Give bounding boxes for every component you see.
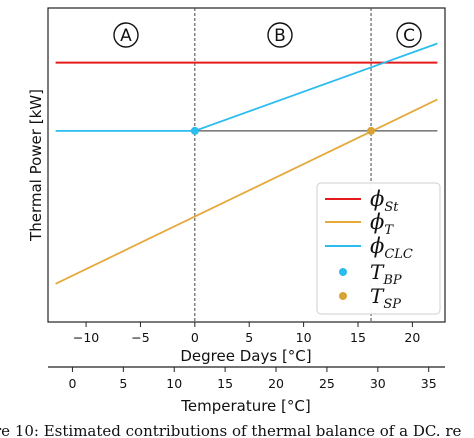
secondary-x-tick-label: 15 [217,376,233,391]
legend-main-phi-t: ϕ [370,210,384,234]
x-tick-label: −10 [73,330,99,345]
legend-entry-t-bp: TBP [370,260,402,288]
legend-sub-phi-t: T [384,223,394,238]
secondary-x-axis-label: Temperature [°C] [180,397,310,415]
legend-swatch-t-bp [339,268,347,276]
point-t-sp [367,126,376,135]
legend-sub-t-bp: BP [382,273,402,288]
legend-sub-t-sp: SP [383,297,401,312]
secondary-x-ticks: 0 5 10 15 20 25 30 35 [68,367,437,391]
x-tick-label: 5 [245,330,253,345]
series-line-phi-clc [55,42,438,132]
secondary-x-tick-label: 5 [119,376,127,391]
legend-entry-phi-t: ϕT [370,210,394,238]
point-t-bp [190,126,199,135]
x-ticks: −10 −5 0 5 10 15 20 [73,322,420,345]
region-a-label: A [120,26,132,46]
figure-caption: re 10: Estimated contributions of therma… [0,422,462,438]
legend-sub-phi-st: St [384,200,399,215]
secondary-x-tick-label: 10 [166,376,182,391]
legend: ϕSt ϕT ϕCLC TBP TSP [316,182,441,315]
legend-entry-phi-st: ϕSt [370,187,399,215]
x-tick-label: 20 [404,330,420,345]
legend-entry-phi-clc: ϕCLC [370,234,413,262]
legend-box [316,182,441,315]
secondary-x-tick-label: 25 [319,376,335,391]
x-tick-label: 0 [191,330,199,345]
legend-entry-t-sp: TSP [370,284,401,312]
x-axis-label: Degree Days [°C] [180,347,311,365]
x-tick-label: 15 [350,330,366,345]
x-tick-label: −5 [131,330,149,345]
legend-main-phi-clc: ϕ [370,234,384,258]
secondary-x-tick-label: 0 [68,376,76,391]
region-a-circle [113,22,139,48]
x-tick-label: 10 [296,330,312,345]
secondary-x-tick-label: 20 [268,376,284,391]
secondary-x-tick-label: 35 [421,376,437,391]
legend-main-t-bp: T [370,260,385,284]
y-axis-label: Thermal Power [kW] [27,89,45,242]
legend-main-phi-st: ϕ [370,187,384,211]
region-labels: A B C [113,22,422,48]
legend-swatch-t-sp [339,292,347,300]
plot-frame [47,7,446,323]
legend-sub-phi-clc: CLC [384,247,413,262]
region-b-circle [267,22,293,48]
legend-main-t-sp: T [370,284,385,308]
secondary-x-tick-label: 30 [370,376,386,391]
region-b-label: B [274,26,286,46]
region-c-circle [396,22,422,48]
region-c-label: C [403,26,415,46]
